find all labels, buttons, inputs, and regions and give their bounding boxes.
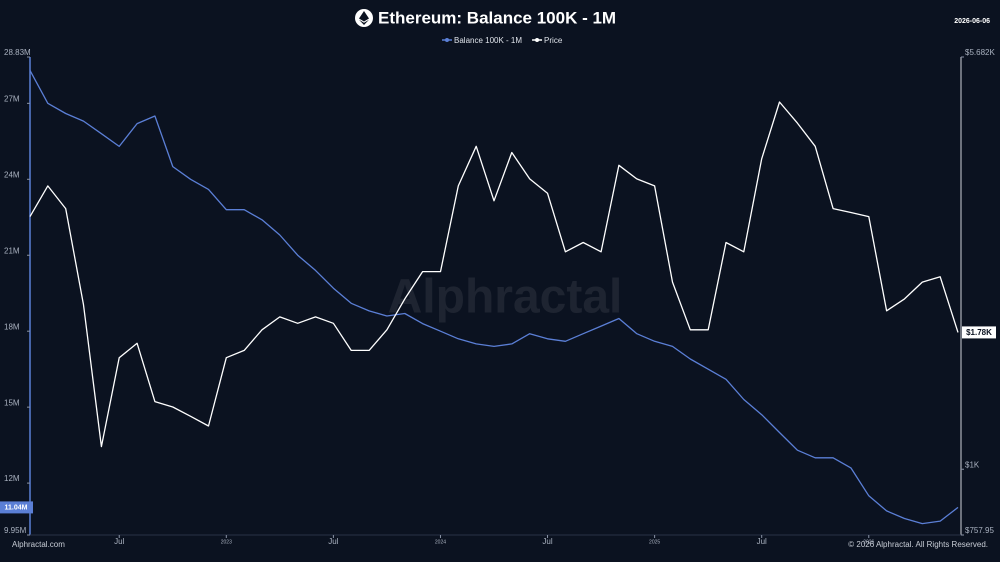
chart-title: Ethereum: Balance 100K - 1M (378, 8, 616, 27)
title-icon (355, 9, 373, 27)
current-value-box (0, 501, 33, 514)
x-tick-label: 2023 (221, 539, 232, 545)
x-tick-label: 2025 (649, 539, 660, 545)
y-tick-label: 27M (4, 94, 20, 103)
x-tick-label: 2026 (863, 539, 874, 545)
legend-label: Price (544, 36, 563, 45)
date: 2026-06-06 (954, 18, 990, 25)
y-tick-label: 9.95M (4, 526, 27, 535)
footer-left: Alphractal.com (12, 540, 65, 549)
footer-right: © 2026 Alphractal. All Rights Reserved. (848, 540, 988, 549)
y2-tick-label: $757.95 (965, 526, 994, 535)
legend-label: Balance 100K - 1M (454, 36, 522, 45)
current-value-box (962, 326, 996, 339)
x-tick-label: 2024 (435, 539, 446, 545)
legend-dot (535, 38, 540, 42)
y-tick-label: 24M (4, 170, 20, 179)
legend: Balance 100K - 1M Price (442, 36, 563, 45)
y2-tick-label: $5.682K (965, 48, 995, 57)
y-tick-label: 15M (4, 398, 20, 407)
x-tick-label: Jul (757, 537, 767, 546)
legend-dot (445, 38, 449, 42)
y-tick-label: 18M (4, 322, 20, 331)
x-tick-label: Jul (114, 537, 124, 546)
y2-tick-label: $1K (965, 460, 980, 469)
y-tick-label: 28.83M (4, 48, 31, 57)
x-tick-label: Jul (328, 537, 338, 546)
y-tick-label: 21M (4, 246, 20, 255)
series-line (29, 101, 959, 448)
current-value-label: 11.04M (5, 505, 28, 512)
y-tick-label: 12M (4, 474, 20, 483)
x-tick-label: Jul (542, 537, 552, 546)
current-value-label: $1.78K (966, 328, 992, 337)
watermark: Alphractal (388, 271, 623, 324)
series-line (29, 70, 959, 525)
